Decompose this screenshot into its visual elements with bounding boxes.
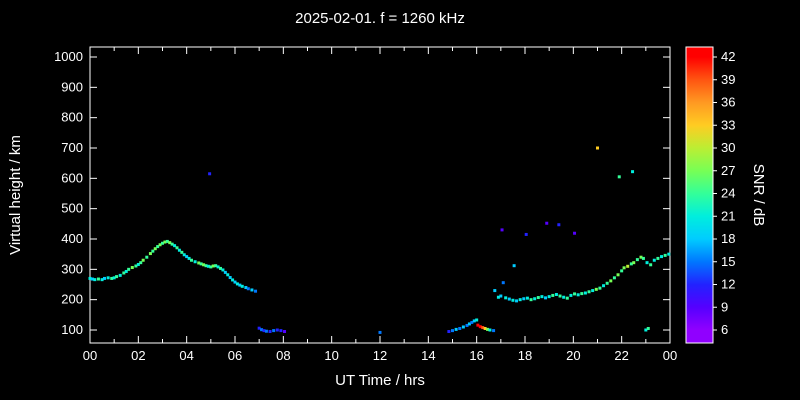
svg-text:04: 04 xyxy=(179,348,193,363)
x-axis-label: UT Time / hrs xyxy=(335,372,425,389)
svg-text:16: 16 xyxy=(469,348,483,363)
svg-text:900: 900 xyxy=(61,79,83,94)
svg-text:20: 20 xyxy=(566,348,580,363)
svg-text:24: 24 xyxy=(721,186,735,201)
svg-text:10: 10 xyxy=(324,348,338,363)
svg-text:400: 400 xyxy=(61,231,83,246)
svg-text:00: 00 xyxy=(83,348,97,363)
svg-text:6: 6 xyxy=(721,322,728,337)
svg-text:18: 18 xyxy=(518,348,532,363)
chart-title: 2025-02-01. f = 1260 kHz xyxy=(295,10,465,27)
colorbar-label: SNR / dB xyxy=(750,163,767,227)
svg-text:21: 21 xyxy=(721,208,735,223)
svg-text:12: 12 xyxy=(721,277,735,292)
svg-text:00: 00 xyxy=(663,348,677,363)
svg-text:100: 100 xyxy=(61,322,83,337)
svg-text:800: 800 xyxy=(61,110,83,125)
svg-text:600: 600 xyxy=(61,170,83,185)
svg-text:12: 12 xyxy=(373,348,387,363)
svg-text:33: 33 xyxy=(721,117,735,132)
svg-text:06: 06 xyxy=(228,348,242,363)
svg-text:500: 500 xyxy=(61,201,83,216)
svg-text:02: 02 xyxy=(131,348,145,363)
svg-text:39: 39 xyxy=(721,72,735,87)
svg-text:15: 15 xyxy=(721,254,735,269)
svg-text:14: 14 xyxy=(421,348,435,363)
svg-text:30: 30 xyxy=(721,140,735,155)
svg-text:9: 9 xyxy=(721,299,728,314)
y-axis-label: Virtual height / km xyxy=(7,135,24,255)
svg-text:22: 22 xyxy=(614,348,628,363)
svg-text:300: 300 xyxy=(61,261,83,276)
svg-text:36: 36 xyxy=(721,95,735,110)
svg-text:18: 18 xyxy=(721,231,735,246)
svg-text:08: 08 xyxy=(276,348,290,363)
svg-text:200: 200 xyxy=(61,292,83,307)
svg-text:42: 42 xyxy=(721,49,735,64)
svg-text:1000: 1000 xyxy=(54,49,83,64)
svg-text:27: 27 xyxy=(721,163,735,178)
svg-text:700: 700 xyxy=(61,140,83,155)
